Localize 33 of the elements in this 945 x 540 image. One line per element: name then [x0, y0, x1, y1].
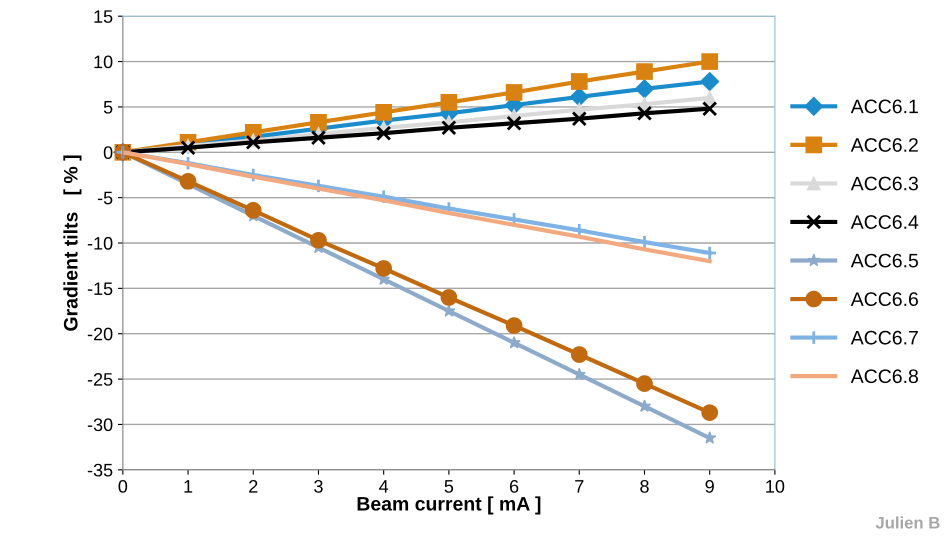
legend-label: ACC6.8	[850, 369, 918, 384]
x-tick-label: 10	[766, 480, 784, 493]
legend-label: ACC6.1	[850, 100, 918, 114]
x-tick-label: 7	[575, 480, 584, 493]
legend-label: ACC6.3	[850, 176, 918, 190]
y-tick-label: 5	[104, 101, 112, 114]
legend-label: ACC6.2	[850, 138, 918, 152]
y-tick-label: -15	[88, 282, 112, 296]
legend-label: ACC6.5	[850, 254, 918, 268]
legend-label: ACC6.4	[850, 215, 918, 229]
y-tick-label: -30	[88, 418, 112, 432]
x-tick-label: 5	[444, 480, 454, 493]
x-axis-title: Beam current [ mA ]	[358, 496, 540, 514]
y-tick-label: 15	[94, 10, 112, 23]
x-tick-label: 1	[184, 480, 192, 493]
y-tick-label: -35	[88, 464, 112, 477]
x-tick-label: 4	[379, 480, 388, 493]
legend-label: ACC6.6	[850, 292, 918, 306]
x-tick-label: 6	[510, 480, 518, 493]
x-tick-label: 3	[314, 480, 323, 493]
x-tick-label: 8	[640, 480, 649, 493]
y-tick-label: -5	[98, 192, 112, 204]
y-tick-label: -10	[88, 236, 112, 250]
y-tick-label: 10	[94, 55, 112, 68]
text: Julien B	[876, 516, 940, 529]
y-tick-label: -20	[88, 328, 112, 340]
y-tick-label: 0	[104, 146, 112, 159]
y-tick-label: -25	[88, 373, 112, 386]
legend-label: ACC6.7	[850, 330, 918, 345]
x-tick-label: 9	[706, 480, 714, 493]
x-tick-label: 2	[249, 480, 258, 493]
x-tick-label: 0	[118, 480, 128, 493]
y-axis-title: Gradient tilts [ % ]	[63, 156, 82, 331]
